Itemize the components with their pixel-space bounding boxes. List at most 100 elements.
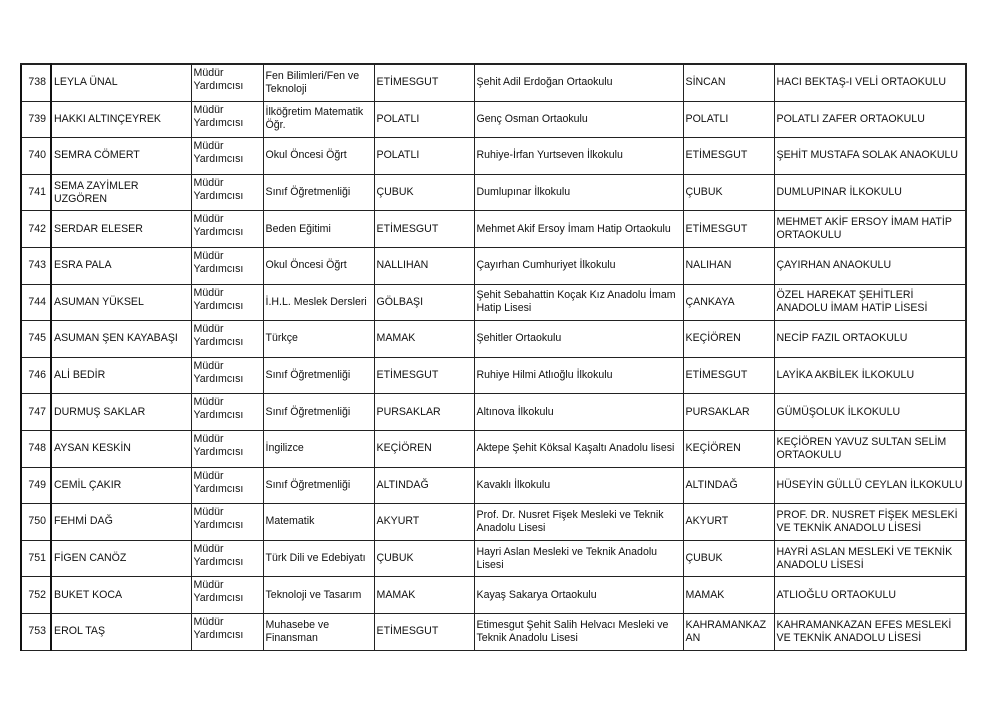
row-number-cell: 741 [20, 173, 52, 212]
position-title-cell: Müdür Yardımcısı [190, 100, 264, 139]
table-row: 747 DURMUŞ SAKLAR Müdür Yardımcısı Sınıf Öğ… [20, 393, 967, 431]
table-row: 741 SEMA ZAYİMLER UZGÖREN Müdür Yardımcısı… [20, 173, 967, 212]
new-school-cell: NECİP FAZIL ORTAOKULU [773, 320, 967, 358]
row-number-cell: 743 [20, 246, 52, 285]
position-title-cell: Müdür Yardımcısı [190, 539, 264, 578]
full-name-cell: ASUMAN ŞEN KAYABAŞI [50, 320, 192, 358]
current-district-cell: NALLIHAN [373, 246, 475, 285]
new-district-cell: KEÇİÖREN [682, 429, 775, 468]
row-number-cell: 750 [20, 503, 52, 541]
branch-cell: Muhasebe ve Finansman [262, 612, 375, 651]
current-district-cell: ÇUBUK [373, 539, 475, 578]
row-number-cell: 740 [20, 137, 52, 175]
current-school-cell: Ruhiye-İrfan Yurtseven İlkokulu [473, 137, 684, 175]
table-row: 740 SEMRA CÖMERT Müdür Yardımcısı Okul Önce… [20, 137, 967, 175]
full-name-cell: SERDAR ELESER [50, 210, 192, 248]
new-school-cell: HACI BEKTAŞ-I VELİ ORTAOKULU [773, 62, 967, 102]
new-school-cell: HAYRİ ASLAN MESLEKİ VE TEKNİK ANADOLU Lİ… [773, 539, 967, 578]
new-district-cell: KAHRAMANKAZAN [682, 612, 775, 651]
new-school-cell: ÇAYIRHAN ANAOKULU [773, 246, 967, 285]
current-school-cell: Prof. Dr. Nusret Fişek Mesleki ve Teknik… [473, 503, 684, 541]
branch-cell: Matematik [262, 503, 375, 541]
row-number-cell: 751 [20, 539, 52, 578]
table-row: 752 BUKET KOCA Müdür Yardımcısı Teknoloji v… [20, 576, 967, 614]
current-school-cell: Ruhiye Hilmi Atlıoğlu İlkokulu [473, 356, 684, 395]
current-school-cell: Dumlupınar İlkokulu [473, 173, 684, 212]
new-school-cell: GÜMÜŞOLUK İLKOKULU [773, 393, 967, 431]
new-school-cell: DUMLUPINAR İLKOKULU [773, 173, 967, 212]
branch-cell: İlköğretim Matematik Öğr. [262, 100, 375, 139]
branch-cell: İngilizce [262, 429, 375, 468]
new-district-cell: ÇUBUK [682, 539, 775, 578]
current-school-cell: Çayırhan Cumhuriyet İlkokulu [473, 246, 684, 285]
table-row: 743 ESRA PALA Müdür Yardımcısı Okul Öncesi … [20, 246, 967, 285]
full-name-cell: DURMUŞ SAKLAR [50, 393, 192, 431]
new-school-cell: ATLIOĞLU ORTAOKULU [773, 576, 967, 614]
row-number-cell: 753 [20, 612, 52, 651]
new-school-cell: LAYİKA AKBİLEK İLKOKULU [773, 356, 967, 395]
current-district-cell: ÇUBUK [373, 173, 475, 212]
branch-cell: Fen Bilimleri/Fen ve Teknoloji [262, 62, 375, 102]
current-school-cell: Hayri Aslan Mesleki ve Teknik Anadolu Li… [473, 539, 684, 578]
row-number-cell: 738 [20, 62, 52, 102]
position-title-cell: Müdür Yardımcısı [190, 429, 264, 468]
full-name-cell: ESRA PALA [50, 246, 192, 285]
current-school-cell: Mehmet Akif Ersoy İmam Hatip Ortaokulu [473, 210, 684, 248]
current-district-cell: PURSAKLAR [373, 393, 475, 431]
branch-cell: Beden Eğitimi [262, 210, 375, 248]
table-row: 753 EROL TAŞ Müdür Yardımcısı Muhasebe ve F… [20, 612, 967, 651]
branch-cell: Okul Öncesi Öğrt [262, 246, 375, 285]
current-school-cell: Şehit Adil Erdoğan Ortaokulu [473, 62, 684, 102]
position-title-cell: Müdür Yardımcısı [190, 210, 264, 248]
row-number-cell: 752 [20, 576, 52, 614]
position-title-cell: Müdür Yardımcısı [190, 576, 264, 614]
branch-cell: Teknoloji ve Tasarım [262, 576, 375, 614]
full-name-cell: ALİ BEDİR [50, 356, 192, 395]
table-row: 738 LEYLA ÜNAL Müdür Yardımcısı Fen Bilimle… [20, 62, 967, 102]
current-district-cell: KEÇİÖREN [373, 429, 475, 468]
new-school-cell: ÖZEL HAREKAT ŞEHİTLERİ ANADOLU İMAM HATİ… [773, 283, 967, 322]
row-number-cell: 747 [20, 393, 52, 431]
full-name-cell: CEMİL ÇAKIR [50, 466, 192, 505]
current-school-cell: Genç Osman Ortaokulu [473, 100, 684, 139]
current-school-cell: Aktepe Şehit Köksal Kaşaltı Anadolu lise… [473, 429, 684, 468]
full-name-cell: SEMRA CÖMERT [50, 137, 192, 175]
position-title-cell: Müdür Yardımcısı [190, 393, 264, 431]
current-school-cell: Etimesgut Şehit Salih Helvacı Mesleki ve… [473, 612, 684, 651]
row-number-cell: 742 [20, 210, 52, 248]
branch-cell: Okul Öncesi Öğrt [262, 137, 375, 175]
row-number-cell: 748 [20, 429, 52, 468]
table-row: 742 SERDAR ELESER Müdür Yardımcısı Beden Eğ… [20, 210, 967, 248]
branch-cell: Sınıf Öğretmenliği [262, 356, 375, 395]
position-title-cell: Müdür Yardımcısı [190, 320, 264, 358]
position-title-cell: Müdür Yardımcısı [190, 137, 264, 175]
new-school-cell: MEHMET AKİF ERSOY İMAM HATİP ORTAOKULU [773, 210, 967, 248]
current-district-cell: POLATLI [373, 100, 475, 139]
current-district-cell: ETİMESGUT [373, 210, 475, 248]
table-row: 739 HAKKI ALTINÇEYREK Müdür Yardımcısı İlkö… [20, 100, 967, 139]
row-number-cell: 745 [20, 320, 52, 358]
full-name-cell: SEMA ZAYİMLER UZGÖREN [50, 173, 192, 212]
full-name-cell: FEHMİ DAĞ [50, 503, 192, 541]
new-school-cell: POLATLI ZAFER ORTAOKULU [773, 100, 967, 139]
full-name-cell: ASUMAN YÜKSEL [50, 283, 192, 322]
row-number-cell: 739 [20, 100, 52, 139]
current-school-cell: Şehit Sebahattin Koçak Kız Anadolu İmam … [473, 283, 684, 322]
position-title-cell: Müdür Yardımcısı [190, 612, 264, 651]
new-school-cell: KAHRAMANKAZAN EFES MESLEKİ VE TEKNİK ANA… [773, 612, 967, 651]
row-number-cell: 749 [20, 466, 52, 505]
current-school-cell: Altınova İlkokulu [473, 393, 684, 431]
new-district-cell: POLATLI [682, 100, 775, 139]
new-district-cell: ETİMESGUT [682, 356, 775, 395]
branch-cell: Sınıf Öğretmenliği [262, 173, 375, 212]
position-title-cell: Müdür Yardımcısı [190, 62, 264, 102]
branch-cell: Sınıf Öğretmenliği [262, 466, 375, 505]
current-district-cell: POLATLI [373, 137, 475, 175]
table-row: 745 ASUMAN ŞEN KAYABAŞI Müdür Yardımcısı Tü… [20, 320, 967, 358]
position-title-cell: Müdür Yardımcısı [190, 503, 264, 541]
current-school-cell: Kavaklı İlkokulu [473, 466, 684, 505]
full-name-cell: BUKET KOCA [50, 576, 192, 614]
current-school-cell: Şehitler Ortaokulu [473, 320, 684, 358]
table-row: 746 ALİ BEDİR Müdür Yardımcısı Sınıf Öğretm… [20, 356, 967, 395]
table-row: 748 AYSAN KESKİN Müdür Yardımcısı İngilizce… [20, 429, 967, 468]
